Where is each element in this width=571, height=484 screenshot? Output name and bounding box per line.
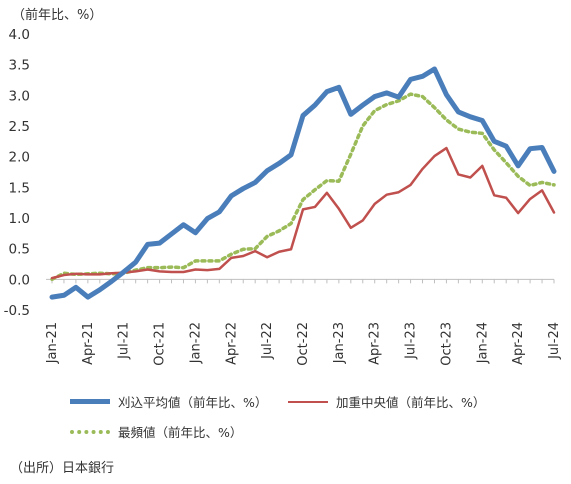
legend-swatch-trimmed-mean — [70, 399, 110, 404]
x-tick-label: Jul-22 — [260, 322, 275, 360]
series-line-trimmed-mean — [49, 66, 557, 300]
y-tick-label: 0.0 — [9, 272, 30, 288]
x-tick-label: Jan-23 — [332, 322, 347, 364]
y-tick-label: 3.0 — [9, 88, 30, 104]
unit-label: （前年比、%） — [12, 8, 103, 23]
legend-label-weighted-median: 加重中央値（前年比、%） — [336, 395, 486, 410]
y-tick-label: 2.0 — [9, 150, 30, 166]
x-tick-label: Jul-21 — [117, 322, 132, 360]
x-tick-label: Jul-24 — [547, 322, 562, 360]
x-tick-label: Jul-23 — [404, 322, 419, 360]
y-tick-label: 1.0 — [9, 211, 30, 227]
x-tick-label: Jan-24 — [475, 322, 490, 364]
x-tick-label: Oct-23 — [439, 322, 454, 366]
source-note: （出所）日本銀行 — [10, 461, 115, 476]
y-tick-label: 0.5 — [9, 242, 30, 258]
x-tick-label: Apr-21 — [81, 322, 96, 365]
legend-item-weighted-median: 加重中央値（前年比、%） — [288, 392, 485, 411]
x-tick-label: Apr-24 — [511, 322, 526, 365]
x-tick-label: Apr-23 — [368, 322, 383, 365]
series-line-weighted-median — [50, 146, 556, 280]
y-tick-label: -0.5 — [4, 303, 30, 319]
x-tick-label: Oct-22 — [296, 322, 311, 366]
y-tick-label: 4.0 — [9, 27, 30, 43]
legend-label-trimmed-mean: 刈込平均値（前年比、%） — [118, 395, 268, 410]
y-tick-label: 1.5 — [9, 180, 30, 196]
y-tick-label: 3.5 — [9, 58, 30, 74]
x-tick-label: Oct-21 — [153, 322, 168, 366]
x-tick-label: Apr-22 — [224, 322, 239, 365]
y-tick-label: 2.5 — [9, 119, 30, 135]
x-tick-label: Jan-21 — [45, 322, 60, 364]
legend-swatch-mode — [70, 429, 110, 434]
legend-swatch-weighted-median — [288, 400, 328, 403]
legend-item-mode: 最頻値（前年比、%） — [70, 422, 242, 441]
x-tick-label: Jan-22 — [188, 322, 203, 364]
legend-item-trimmed-mean: 刈込平均値（前年比、%） — [70, 392, 267, 411]
legend-label-mode: 最頻値（前年比、%） — [118, 425, 243, 440]
